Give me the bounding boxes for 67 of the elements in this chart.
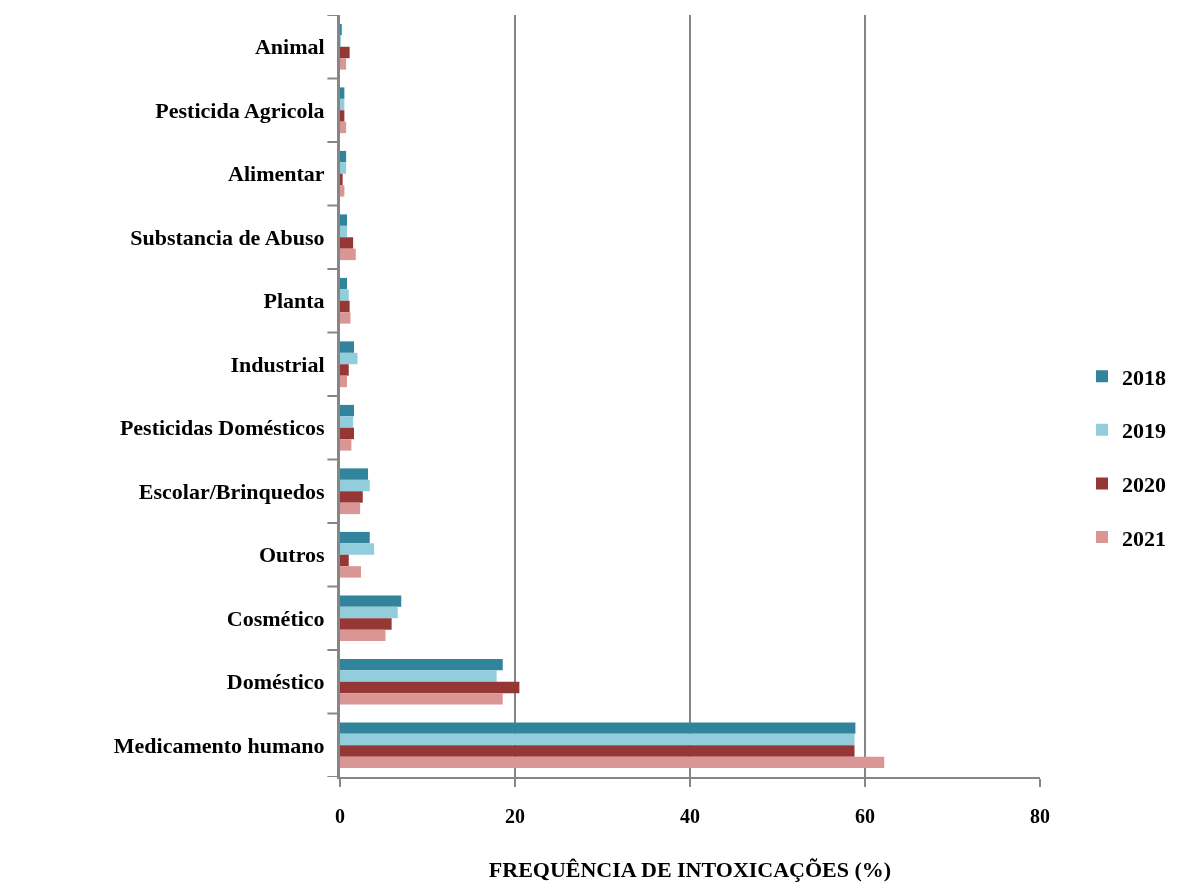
bar bbox=[340, 404, 354, 417]
legend-label: 2019 bbox=[1122, 418, 1166, 444]
bar bbox=[340, 110, 345, 122]
bar bbox=[340, 87, 345, 99]
bar bbox=[340, 722, 856, 734]
bar bbox=[340, 173, 343, 186]
x-tick-label: 60 bbox=[855, 805, 875, 827]
bar bbox=[340, 693, 503, 705]
x-tick-label: 80 bbox=[1030, 805, 1050, 827]
legend-label: 2020 bbox=[1122, 472, 1166, 498]
bar bbox=[340, 439, 352, 451]
bar bbox=[340, 733, 855, 746]
bar bbox=[340, 150, 347, 163]
y-tick-label: Alimentar bbox=[228, 161, 325, 187]
x-tick-label: 20 bbox=[505, 805, 525, 827]
bar bbox=[340, 554, 349, 567]
bar bbox=[340, 479, 370, 492]
bar bbox=[340, 162, 347, 174]
x-tick-label: 40 bbox=[680, 805, 700, 827]
bar bbox=[340, 595, 402, 607]
x-tick-label: 0 bbox=[335, 805, 345, 827]
y-tick-label: Animal bbox=[254, 34, 325, 60]
y-tick-label: Planta bbox=[263, 288, 325, 314]
y-tick-label: Pesticidas Domésticos bbox=[119, 415, 326, 441]
y-tick-label: Escolar/Brinquedos bbox=[138, 478, 326, 504]
bar bbox=[340, 618, 392, 630]
bar bbox=[340, 745, 855, 757]
bar bbox=[340, 58, 347, 70]
bar bbox=[340, 375, 347, 388]
bar bbox=[340, 312, 351, 324]
bar bbox=[340, 658, 503, 671]
y-tick-label: Medicamento humano bbox=[113, 732, 325, 758]
bar bbox=[340, 300, 350, 313]
y-tick-label: Doméstico bbox=[226, 669, 325, 695]
bar bbox=[340, 531, 370, 544]
legend-label: 2021 bbox=[1122, 525, 1166, 551]
bar bbox=[340, 121, 347, 134]
bar bbox=[340, 491, 363, 503]
bar bbox=[340, 566, 361, 578]
bar bbox=[340, 606, 398, 619]
legend-label: 2018 bbox=[1122, 364, 1166, 390]
bar bbox=[340, 237, 354, 249]
y-tick-label: Industrial bbox=[230, 351, 325, 377]
bar bbox=[340, 756, 885, 769]
bar bbox=[340, 416, 354, 428]
bar bbox=[340, 681, 520, 694]
y-tick-label: Outros bbox=[258, 542, 326, 568]
bar bbox=[340, 352, 358, 365]
y-tick-label: Cosmético bbox=[226, 605, 325, 631]
bar bbox=[340, 543, 375, 555]
bar bbox=[340, 364, 349, 376]
y-tick-label: Substancia de Abuso bbox=[130, 224, 325, 250]
bar bbox=[340, 468, 368, 480]
bar bbox=[340, 289, 349, 301]
x-axis-title: FREQUÊNCIA DE INTOXICAÇÕES (%) bbox=[488, 857, 892, 883]
bar bbox=[340, 214, 347, 226]
bar bbox=[340, 277, 347, 290]
bar bbox=[340, 670, 497, 682]
bar bbox=[340, 427, 354, 440]
bar bbox=[340, 341, 354, 353]
bar bbox=[340, 185, 345, 197]
bar bbox=[340, 225, 347, 238]
bar bbox=[340, 629, 386, 642]
bar bbox=[340, 502, 361, 515]
bar bbox=[340, 46, 350, 59]
y-tick-label: Pesticida Agricola bbox=[155, 97, 325, 123]
bar bbox=[340, 248, 356, 261]
